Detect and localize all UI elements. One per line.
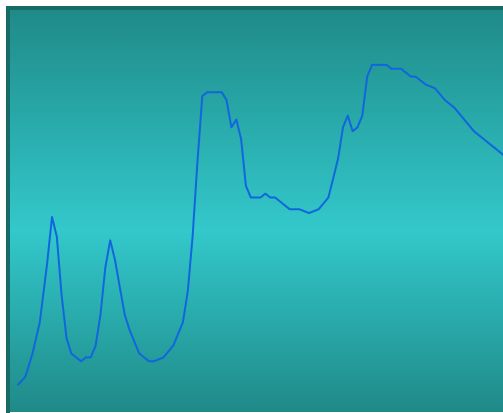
data-point: [129, 329, 131, 331]
data-point: [148, 360, 150, 362]
data-point: [293, 208, 295, 210]
data-point: [463, 118, 465, 121]
data-point: [24, 376, 26, 378]
plot-background: [9, 9, 503, 412]
data-point: [473, 130, 475, 132]
data-point: [61, 294, 63, 296]
data-point: [434, 87, 436, 89]
data-point: [75, 356, 77, 358]
data-point: [133, 341, 135, 343]
data-point: [124, 313, 126, 316]
data-point: [419, 79, 422, 82]
data-point: [216, 91, 218, 93]
data-point: [70, 352, 72, 355]
data-point: [269, 196, 271, 199]
data-point: [206, 91, 208, 93]
data-point: [56, 235, 58, 238]
data-point: [259, 196, 262, 199]
data-point: [153, 360, 155, 362]
data-point: [356, 126, 359, 128]
data-point: [376, 64, 378, 66]
data-point: [395, 68, 397, 70]
data-point: [492, 146, 494, 148]
data-point: [51, 216, 53, 218]
data-point: [109, 239, 111, 241]
data-point: [279, 200, 281, 202]
data-point: [172, 345, 174, 347]
data-point: [39, 321, 41, 323]
data-point: [138, 352, 140, 355]
data-point: [337, 157, 339, 160]
data-point: [327, 196, 329, 199]
data-point: [230, 126, 232, 128]
data-point: [444, 99, 446, 101]
data-point: [255, 196, 257, 199]
data-point: [381, 64, 383, 66]
data-point: [95, 345, 97, 347]
data-point: [221, 91, 223, 93]
data-point: [405, 72, 407, 74]
data-point: [289, 208, 291, 210]
data-point: [201, 95, 203, 97]
series-layer: [17, 63, 503, 386]
data-point: [347, 115, 349, 117]
data-point: [298, 208, 300, 210]
data-point: [366, 76, 368, 78]
data-point: [187, 290, 189, 292]
data-point: [104, 267, 106, 269]
data-point: [143, 356, 145, 358]
data-point: [99, 313, 102, 316]
data-point: [410, 76, 412, 78]
data-point: [240, 138, 242, 140]
data-point: [415, 76, 417, 78]
data-point: [46, 263, 48, 265]
data-point: [308, 212, 310, 214]
data-point: [162, 356, 165, 358]
data-point: [453, 107, 456, 109]
data-point: [114, 259, 116, 261]
data-point: [85, 356, 87, 358]
data-point: [17, 384, 19, 386]
data-point: [225, 99, 228, 101]
data-point: [192, 235, 194, 238]
data-point: [264, 193, 266, 195]
data-point: [386, 64, 388, 66]
data-point: [119, 286, 121, 288]
data-point: [483, 138, 485, 140]
data-point: [318, 208, 320, 210]
data-point: [371, 64, 373, 66]
data-point: [31, 352, 34, 355]
data-point: [250, 196, 252, 199]
data-point: [196, 161, 198, 163]
data-point: [361, 115, 363, 117]
data-point: [284, 204, 286, 206]
plot-border-top: [9, 6, 503, 10]
data-point: [245, 185, 247, 187]
data-point: [390, 68, 392, 70]
data-point: [352, 130, 354, 132]
data-point: [274, 196, 276, 199]
data-point: [424, 83, 426, 85]
data-point: [342, 126, 344, 128]
data-point: [65, 337, 68, 339]
data-point: [332, 177, 334, 179]
data-point: [80, 360, 82, 362]
plot-border-left: [6, 6, 10, 413]
data-point: [182, 321, 184, 323]
data-point: [400, 68, 402, 70]
data-point: [90, 356, 92, 358]
data-point: [211, 91, 213, 93]
data-point: [235, 118, 237, 121]
